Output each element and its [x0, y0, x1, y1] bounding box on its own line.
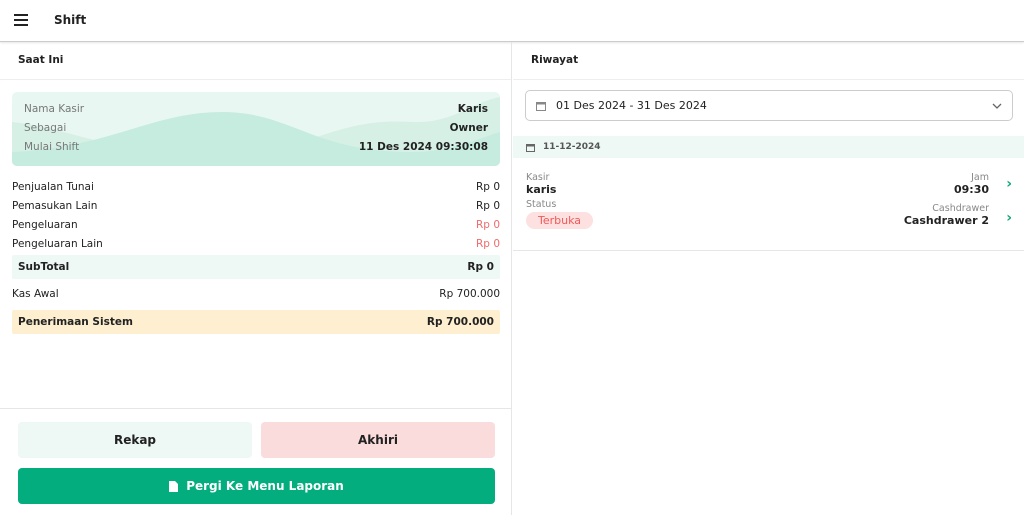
row-kas-awal: Kas Awal Rp 700.000 — [12, 285, 500, 304]
info-row-role: Sebagai Owner — [12, 119, 500, 138]
info-row-kasir: Nama Kasir Karis — [12, 100, 500, 119]
cashdrawer-value: Cashdrawer 2 — [903, 214, 989, 227]
page-title: Shift — [54, 13, 87, 27]
row-pemasukan-lain: Pemasukan Lain Rp 0 — [12, 197, 500, 216]
jam-label: Jam — [971, 172, 989, 183]
kasir-value: karis — [526, 183, 557, 196]
summary-rows: Penjualan Tunai Rp 0 Pemasukan Lain Rp 0 P… — [12, 178, 500, 334]
label: Penerimaan Sistem — [18, 316, 133, 328]
value: Rp 700.000 — [439, 288, 500, 300]
history-item[interactable]: Kasir karis Status Terbuka Jam 09:30 Cas… — [513, 166, 1024, 251]
date-range-select[interactable]: 01 Des 2024 - 31 Des 2024 — [525, 90, 1013, 121]
row-pengeluaran-lain: Pengeluaran Lain Rp 0 — [12, 235, 500, 254]
current-shift-panel: Saat Ini Nama Kasir Karis Sebagai Owner Mu… — [0, 42, 512, 515]
value: Owner — [449, 122, 488, 134]
label: Nama Kasir — [24, 103, 85, 115]
value: Karis — [457, 103, 488, 115]
label: Pengeluaran — [12, 219, 78, 231]
calendar-icon — [526, 143, 535, 152]
hamburger-icon[interactable] — [14, 14, 28, 29]
status-label: Status — [526, 199, 557, 210]
label: Mulai Shift — [24, 141, 80, 153]
kasir-label: Kasir — [526, 172, 550, 183]
info-row-start: Mulai Shift 11 Des 2024 09:30:08 — [12, 138, 500, 157]
report-menu-button[interactable]: Pergi Ke Menu Laporan — [18, 468, 495, 504]
label: SubTotal — [18, 261, 70, 273]
rekap-button[interactable]: Rekap — [18, 422, 252, 458]
panel-title: Riwayat — [513, 42, 1024, 80]
button-label: Pergi Ke Menu Laporan — [186, 479, 344, 493]
panel-title: Saat Ini — [0, 42, 511, 80]
cashdrawer-label: Cashdrawer — [932, 203, 989, 214]
penerimaan-sistem-row: Penerimaan Sistem Rp 700.000 — [12, 310, 500, 334]
value: Rp 0 — [476, 219, 500, 231]
subtotal-row: SubTotal Rp 0 — [12, 255, 500, 279]
label: Kas Awal — [12, 288, 59, 300]
date-range-value: 01 Des 2024 - 31 Des 2024 — [556, 99, 707, 112]
value: Rp 0 — [467, 261, 494, 273]
row-pengeluaran: Pengeluaran Rp 0 — [12, 216, 500, 235]
calendar-icon — [536, 101, 546, 111]
row-penjualan-tunai: Penjualan Tunai Rp 0 — [12, 178, 500, 197]
chevron-right-icon[interactable]: › — [1006, 210, 1012, 226]
label: Pemasukan Lain — [12, 200, 98, 212]
label: Penjualan Tunai — [12, 181, 94, 193]
action-bar: Rekap Akhiri Pergi Ke Menu Laporan — [0, 408, 512, 515]
chevron-right-icon[interactable]: › — [1006, 176, 1012, 192]
history-date-group: 11-12-2024 — [513, 136, 1024, 158]
status-badge: Terbuka — [526, 212, 594, 229]
history-panel: Riwayat 01 Des 2024 - 31 Des 2024 11-12-… — [513, 42, 1024, 515]
value: Rp 700.000 — [426, 316, 494, 328]
wave-decoration — [12, 97, 500, 166]
value: Rp 0 — [476, 181, 500, 193]
shift-info-card: Nama Kasir Karis Sebagai Owner Mulai Shift… — [12, 92, 500, 166]
value: Rp 0 — [476, 200, 500, 212]
top-bar: Shift — [0, 0, 1024, 42]
document-icon — [169, 480, 179, 492]
chevron-down-icon — [992, 103, 1002, 109]
label: Sebagai — [24, 122, 67, 134]
label: Pengeluaran Lain — [12, 238, 103, 250]
value: Rp 0 — [476, 238, 500, 250]
group-date: 11-12-2024 — [543, 142, 601, 152]
akhiri-button[interactable]: Akhiri — [261, 422, 495, 458]
jam-value: 09:30 — [953, 183, 989, 196]
value: 11 Des 2024 09:30:08 — [358, 141, 488, 153]
